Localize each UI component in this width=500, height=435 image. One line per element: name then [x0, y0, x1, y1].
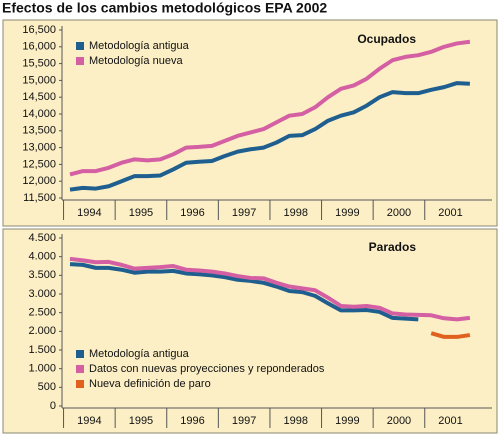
series-line	[430, 331, 471, 339]
x-tick-label: 2000	[387, 207, 411, 219]
panel	[2, 19, 498, 227]
y-tick-label: 4.500	[28, 232, 56, 244]
x-tick-label: 2000	[387, 415, 411, 427]
y-tick-label: 12,000	[22, 175, 56, 187]
x-tick-label: 1997	[232, 207, 256, 219]
y-tick-label: 15,000	[22, 74, 56, 86]
series-line	[69, 256, 471, 322]
legend-swatch	[76, 365, 84, 373]
legend-label: Metodología antigua	[89, 348, 190, 360]
series-line	[69, 262, 419, 322]
legend-label: Datos con nuevas proyecciones y reponder…	[89, 363, 325, 375]
x-tick-label: 1995	[129, 415, 153, 427]
x-tick-label: 1996	[180, 415, 204, 427]
y-tick-label: 2.500	[28, 307, 56, 319]
y-tick-label: 14,000	[22, 108, 56, 120]
y-tick-label: 12,500	[22, 158, 56, 170]
y-tick-label: 3.000	[28, 288, 56, 300]
x-tick-label: 1996	[180, 207, 204, 219]
x-tick-label: 1999	[335, 207, 359, 219]
annotation: Parados	[369, 240, 417, 254]
x-tick-label: 1995	[129, 207, 153, 219]
y-tick-label: 0	[50, 400, 56, 412]
x-tick-label: 2001	[438, 207, 462, 219]
x-tick-label: 2001	[438, 415, 462, 427]
legend-label: Metodología nueva	[89, 55, 183, 67]
x-tick-label: 1994	[77, 207, 101, 219]
y-tick-label: 14,500	[22, 91, 56, 103]
y-tick-label: 500	[38, 381, 56, 393]
y-tick-label: 11,500	[23, 192, 56, 204]
y-tick-label: 16,000	[22, 41, 56, 53]
series-line	[69, 39, 471, 177]
y-tick-label: 16,500	[22, 24, 56, 36]
y-tick-label: 13,500	[22, 125, 56, 137]
y-tick-label: 2.000	[28, 325, 56, 337]
legend-swatch	[76, 42, 84, 50]
y-tick-label: 4.000	[28, 251, 56, 263]
annotation: Ocupados	[357, 32, 416, 46]
x-tick-label: 1998	[284, 207, 308, 219]
chart-title: Efectos de los cambios metodológicos EPA…	[2, 0, 327, 16]
legend-label: Nueva definición de paro	[89, 378, 211, 390]
legend-label: Metodología antigua	[89, 40, 190, 52]
y-tick-label: 13,000	[22, 142, 56, 154]
legend-swatch	[76, 350, 84, 358]
legend-swatch	[76, 57, 84, 65]
x-tick-label: 1997	[232, 415, 256, 427]
y-tick-label: 3.500	[28, 269, 56, 281]
x-tick-label: 1994	[77, 415, 101, 427]
y-tick-label: 1.500	[28, 344, 56, 356]
y-tick-label: 15,500	[22, 58, 56, 70]
x-tick-label: 1999	[335, 415, 359, 427]
y-tick-label: 1.000	[28, 363, 56, 375]
x-tick-label: 1998	[284, 415, 308, 427]
series-line	[69, 81, 471, 192]
legend-swatch	[76, 380, 84, 388]
panel	[2, 228, 498, 434]
